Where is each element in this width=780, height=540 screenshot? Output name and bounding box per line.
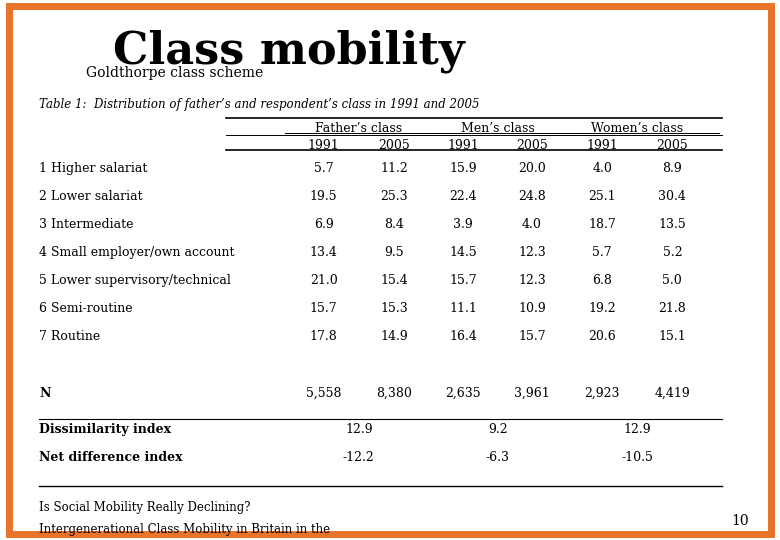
Text: 14.5: 14.5 (449, 246, 477, 259)
Text: 5 Lower supervisory/technical: 5 Lower supervisory/technical (39, 274, 231, 287)
Text: 25.3: 25.3 (380, 190, 408, 203)
Text: N: N (39, 387, 51, 400)
Text: 6.8: 6.8 (592, 274, 612, 287)
Text: 2005: 2005 (378, 139, 410, 152)
Text: 12.3: 12.3 (518, 274, 546, 287)
Text: 21.8: 21.8 (658, 302, 686, 315)
Text: 11.2: 11.2 (380, 162, 408, 175)
Text: 20.6: 20.6 (588, 330, 616, 343)
Text: Intergenerational Class Mobility in Britain in the: Intergenerational Class Mobility in Brit… (39, 523, 330, 536)
Text: 20.0: 20.0 (518, 162, 546, 175)
Text: 6.9: 6.9 (314, 218, 334, 231)
Text: 2 Lower salariat: 2 Lower salariat (39, 190, 143, 203)
Text: -6.3: -6.3 (486, 451, 509, 464)
Text: 4 Small employer/own account: 4 Small employer/own account (39, 246, 235, 259)
Text: 9.5: 9.5 (384, 246, 404, 259)
Text: 6 Semi-routine: 6 Semi-routine (39, 302, 133, 315)
Text: 16.4: 16.4 (449, 330, 477, 343)
Text: 5.0: 5.0 (662, 274, 682, 287)
Text: 4.0: 4.0 (592, 162, 612, 175)
Text: 9.2: 9.2 (488, 423, 508, 436)
Text: Father’s class: Father’s class (315, 122, 402, 134)
Text: 18.7: 18.7 (588, 218, 616, 231)
Text: 5.7: 5.7 (592, 246, 612, 259)
Text: 3 Intermediate: 3 Intermediate (39, 218, 133, 231)
Text: 5.7: 5.7 (314, 162, 334, 175)
Text: 19.2: 19.2 (588, 302, 616, 315)
Text: 15.4: 15.4 (380, 274, 408, 287)
Text: -10.5: -10.5 (622, 451, 653, 464)
Text: 12.3: 12.3 (518, 246, 546, 259)
Text: 10: 10 (731, 514, 749, 528)
Text: 5.2: 5.2 (662, 246, 682, 259)
Text: 24.8: 24.8 (518, 190, 546, 203)
Text: 21.0: 21.0 (310, 274, 338, 287)
Text: Net difference index: Net difference index (39, 451, 183, 464)
Text: 14.9: 14.9 (380, 330, 408, 343)
Text: 2,635: 2,635 (445, 387, 481, 400)
Text: 1 Higher salariat: 1 Higher salariat (39, 162, 147, 175)
Text: 4.0: 4.0 (522, 218, 542, 231)
Text: 11.1: 11.1 (449, 302, 477, 315)
Text: 2005: 2005 (516, 139, 548, 152)
Text: 3,961: 3,961 (514, 387, 550, 400)
Text: 10.9: 10.9 (518, 302, 546, 315)
Text: 1991: 1991 (587, 139, 618, 152)
Text: 15.7: 15.7 (518, 330, 546, 343)
Text: 19.5: 19.5 (310, 190, 338, 203)
Text: 12.9: 12.9 (623, 423, 651, 436)
Text: Class mobility: Class mobility (113, 30, 464, 73)
Text: 22.4: 22.4 (449, 190, 477, 203)
Text: 7 Routine: 7 Routine (39, 330, 101, 343)
Text: 12.9: 12.9 (345, 423, 373, 436)
Text: -12.2: -12.2 (343, 451, 374, 464)
Text: 8,380: 8,380 (376, 387, 412, 400)
Text: 1991: 1991 (448, 139, 479, 152)
Text: Goldthorpe class scheme: Goldthorpe class scheme (86, 66, 263, 80)
Text: 15.7: 15.7 (449, 274, 477, 287)
Text: 3.9: 3.9 (453, 218, 473, 231)
Text: 2005: 2005 (657, 139, 688, 152)
Text: Table 1:  Distribution of father’s and respondent’s class in 1991 and 2005: Table 1: Distribution of father’s and re… (39, 98, 480, 111)
Text: 15.9: 15.9 (449, 162, 477, 175)
Text: 15.3: 15.3 (380, 302, 408, 315)
Text: 2,923: 2,923 (584, 387, 620, 400)
Text: 4,419: 4,419 (654, 387, 690, 400)
Text: 13.4: 13.4 (310, 246, 338, 259)
Text: 1991: 1991 (308, 139, 339, 152)
Text: 17.8: 17.8 (310, 330, 338, 343)
Text: 25.1: 25.1 (588, 190, 616, 203)
Text: Men’s class: Men’s class (461, 122, 534, 134)
Text: 5,558: 5,558 (306, 387, 342, 400)
Text: Women’s class: Women’s class (591, 122, 683, 134)
Text: 13.5: 13.5 (658, 218, 686, 231)
Text: Is Social Mobility Really Declining?: Is Social Mobility Really Declining? (39, 501, 250, 514)
Text: 30.4: 30.4 (658, 190, 686, 203)
Text: 8.4: 8.4 (384, 218, 404, 231)
Text: 15.1: 15.1 (658, 330, 686, 343)
Text: Dissimilarity index: Dissimilarity index (39, 423, 171, 436)
Text: 15.7: 15.7 (310, 302, 338, 315)
Text: 8.9: 8.9 (662, 162, 682, 175)
